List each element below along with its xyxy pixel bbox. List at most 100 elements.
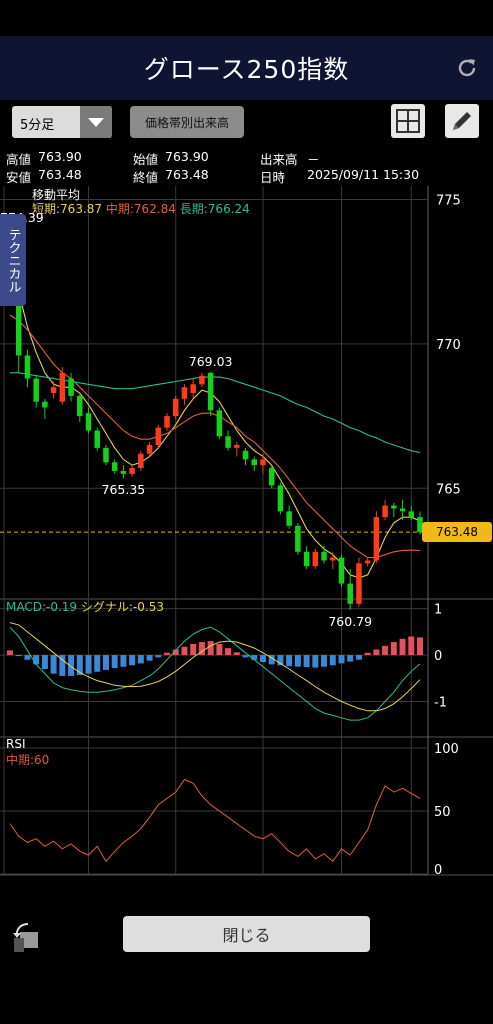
macd-histogram-bar [216,643,223,656]
macd-histogram-bar [312,655,319,668]
chart-canvas[interactable]: 09:0010:0011:0013:0014:0015:007757707651… [0,186,493,880]
candle-body [146,444,153,454]
rsi-tick-label: 50 [434,805,451,820]
candle-body [207,372,214,411]
open-label: 始値 [133,152,159,167]
candle [68,372,74,402]
candle [207,371,214,417]
candle [24,349,31,388]
app-header: グロース250指数 [0,36,493,100]
candle-body [260,459,266,466]
refresh-icon[interactable] [455,56,479,80]
price-annotation: 769.03 [189,354,233,369]
candle-body [190,384,196,393]
candle [356,557,362,607]
ma-long-value: 長期:766.24 [179,202,250,216]
macd-histogram-bar [408,636,415,656]
candle-body [164,416,170,428]
candle [190,378,196,399]
candle-body [15,257,22,356]
volume-label: 出来高 [260,152,298,167]
macd-histogram-bar [390,642,397,656]
candle-body [399,508,406,512]
page-title: グロース250指数 [143,55,350,84]
volume-value: － [307,152,320,167]
macd-histogram-bar [303,655,310,668]
status-bar [0,0,493,36]
candle [242,447,249,466]
drawing-tool-button[interactable] [445,104,479,138]
macd-histogram-bar [68,655,75,676]
macd-histogram-bar [373,649,380,656]
macd-histogram-bar [417,637,423,656]
layout-grid-button[interactable] [391,104,425,138]
candle-body [382,505,388,518]
candle-body [321,551,327,561]
rotate-screen-icon[interactable] [10,918,46,954]
macd-histogram-bar [111,655,118,669]
chart-area[interactable]: 09:0010:0011:0013:0014:0015:007757707651… [0,186,493,880]
open-value: 763.90 [165,149,209,164]
candle-body [312,551,319,567]
price-tick-label: 765 [436,482,461,497]
macd-histogram-bar [347,655,354,662]
candle [155,424,162,448]
candle-body [295,525,301,552]
rsi-mid-value: 中期:60 [6,753,50,767]
technical-tab[interactable]: テクニカル [0,214,26,306]
candle [59,367,66,405]
candle-body [68,378,74,396]
macd-histogram-bar [242,655,249,658]
candle-body [181,387,188,399]
macd-histogram-bar [15,655,22,657]
macd-histogram-bar [225,648,232,656]
candle-body [417,517,423,533]
last-price-tag: 763.48 [422,522,492,543]
time-label: 日時 [260,170,286,185]
candle-body [364,560,371,564]
macd-histogram-bar [137,655,144,664]
ma-legend: 短期:763.87 中期:762.84 長期:766.24 [32,200,250,217]
pencil-icon [453,112,471,130]
candle-body [277,485,284,512]
macd-histogram-bar [94,655,101,672]
candle [382,499,388,521]
signal-value: シグナル:-0.53 [80,600,164,614]
rsi-tick-label: 100 [434,742,459,757]
candle-body [103,447,109,463]
candle [373,511,380,564]
ma-legend-title: 移動平均 [32,188,81,202]
candle-body [373,517,380,561]
rsi-title: RSI [6,737,26,751]
macd-histogram-bar [364,652,371,656]
ma-mid-value: 中期:762.84 [105,202,176,216]
candle-body [199,375,205,385]
price-tick-label: 770 [436,338,461,353]
candle [172,395,179,419]
candle-body [242,450,249,460]
macd-histogram-bar [181,646,188,656]
macd-tick-label: 1 [434,603,442,618]
candle [391,502,397,518]
candle-body [59,372,66,402]
candle [50,381,57,399]
close-label: 終値 [133,170,159,185]
candle [338,554,345,587]
candle-body [24,355,31,379]
macd-histogram-bar [155,655,162,658]
macd-histogram-bar [251,655,258,660]
macd-tick-label: 0 [434,649,442,664]
candle-body [138,453,144,469]
candle [321,546,327,564]
volume-profile-button[interactable]: 価格帯別出来高 [130,106,244,138]
candle [225,430,231,451]
candle-body [50,387,57,393]
close-button[interactable]: 閉じる [123,916,370,952]
candle-body [94,430,100,448]
candle-body [216,410,223,437]
candle [111,459,118,474]
interval-select[interactable]: 5分足 [12,106,112,138]
candle [260,453,266,474]
candle-body [303,551,310,567]
macd-histogram-bar [233,652,240,656]
